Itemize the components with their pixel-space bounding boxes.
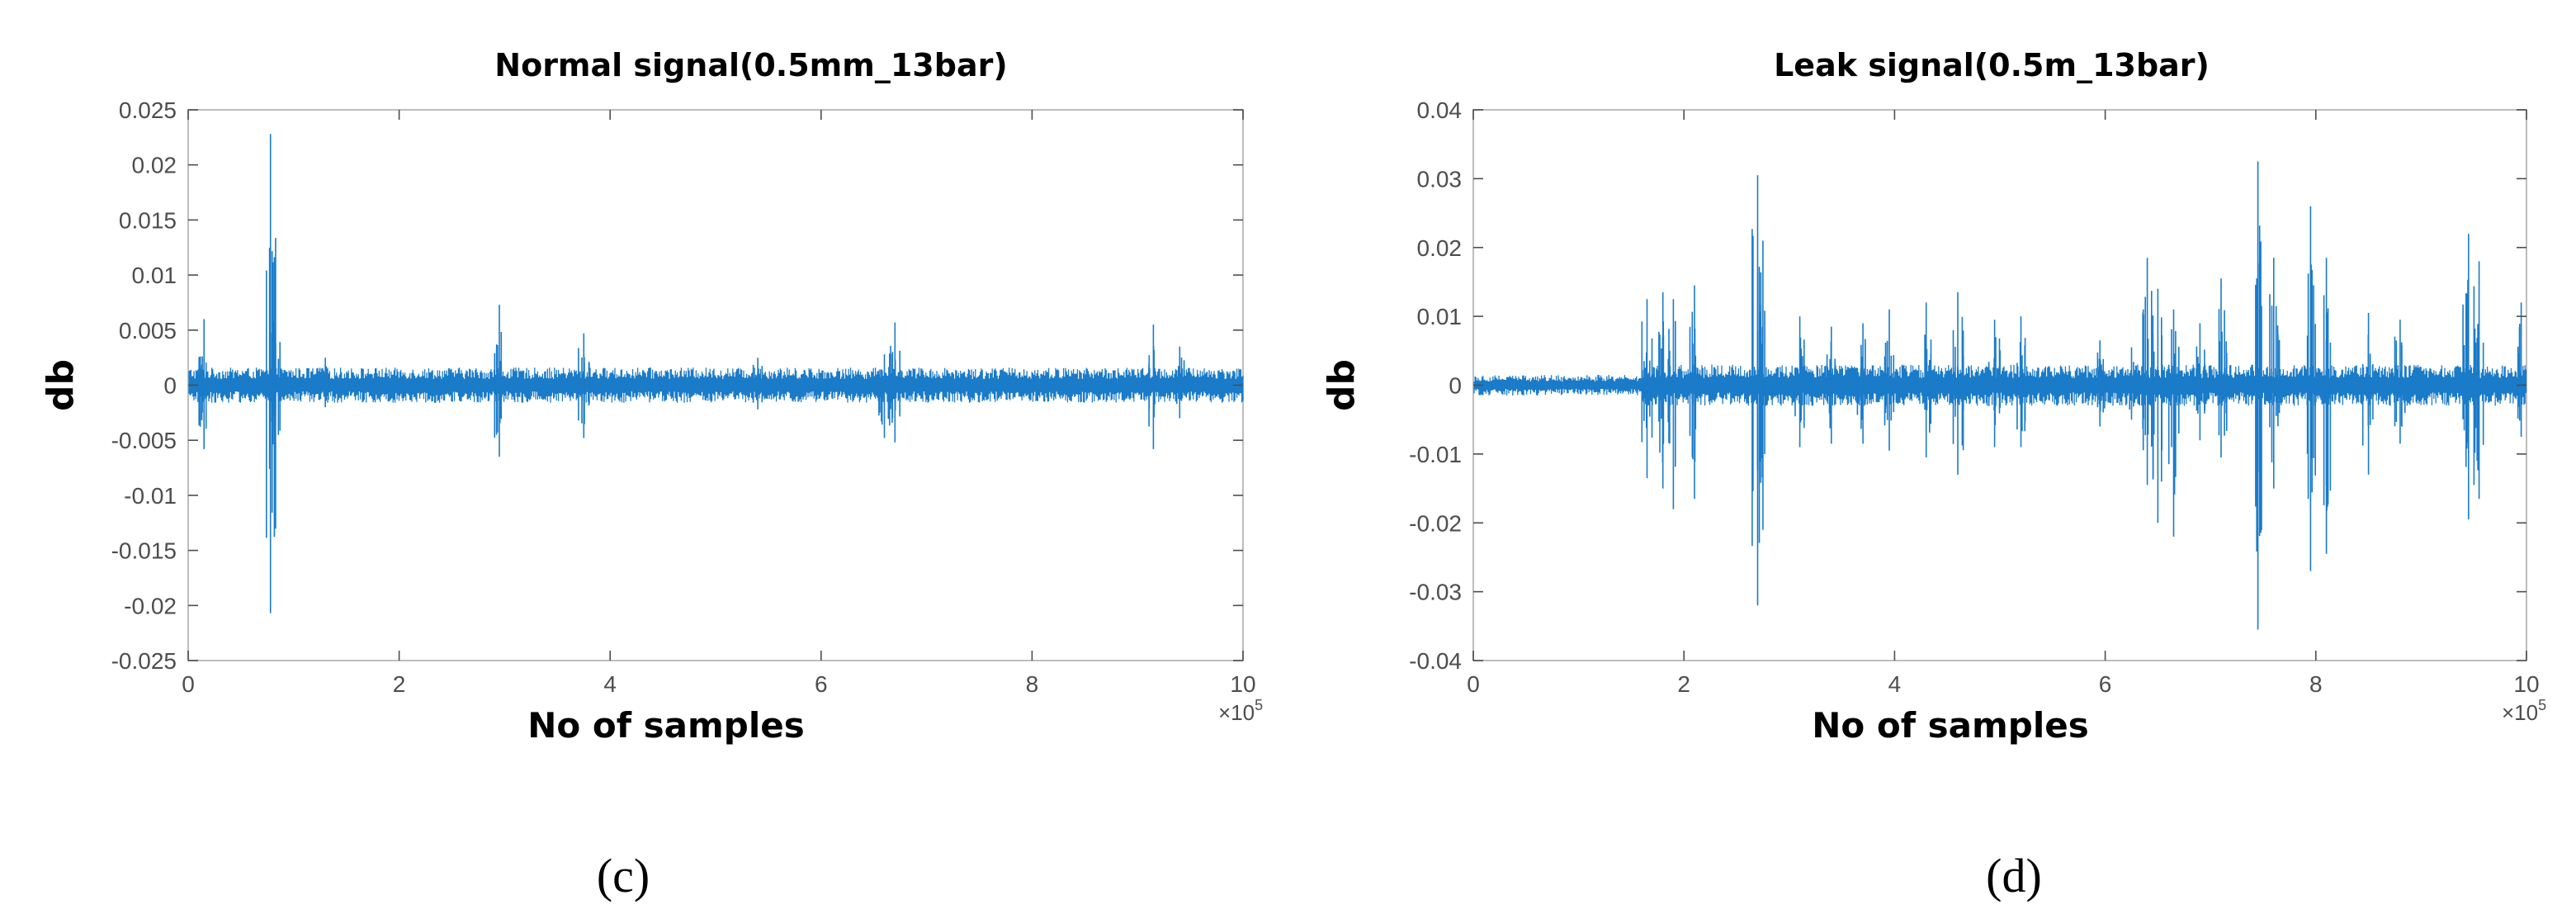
signal-spike [2152,288,2162,523]
signal-spike [2517,302,2522,437]
x-tick-label: 2 [1677,671,1690,697]
signal-spike [2462,234,2475,520]
signal-series [1473,161,2527,630]
x-tick-label: 0 [182,671,195,697]
signal-spike [319,358,329,408]
x-axis-multiplier: ×105 [2502,697,2546,725]
signal-spike [878,354,890,438]
signal-spike [1641,299,1653,479]
x-axis-multiplier-exponent: 5 [2538,697,2546,713]
signal-spike [1148,324,1156,449]
signal-spike [1884,309,1895,451]
signal-spike [2474,261,2484,500]
y-tick-label: 0.01 [132,263,177,288]
x-axis-label: No of samples [1812,705,2088,746]
y-tick-label: -0.02 [1409,510,1462,536]
y-tick-label: 0.02 [132,153,177,178]
signal-spike [2361,313,2374,475]
y-tick-label: 0.005 [119,318,177,343]
signal-spike [2255,161,2262,630]
signal-spike [2218,278,2228,457]
signal-spike [1756,240,1765,530]
signal-spike [1988,320,2001,448]
signal-spike [2016,316,2026,448]
signal-spike [1856,323,1866,444]
x-tick-label: 10 [2513,671,2539,697]
signal-spike [2196,323,2206,441]
y-tick-label: -0.03 [1409,580,1462,605]
y-tick-label: 0.025 [119,97,177,123]
signal-spike [1658,291,1665,489]
signal-spike [2129,347,2137,420]
y-tick-label: 0.01 [1417,304,1463,329]
y-tick-label: -0.025 [111,648,177,674]
y-axis-label: db [1321,359,1363,411]
signal-spike [752,358,763,410]
x-tick-label: 2 [393,671,406,697]
signal-spike [1952,291,1964,475]
x-tick-label: 0 [1467,671,1480,697]
panel-label: (d) [1986,849,2042,902]
x-axis-label: No of samples [527,705,804,746]
y-tick-label: 0.02 [1417,235,1463,261]
y-axis-label: db [40,359,82,411]
signal-spike [1794,316,1805,448]
y-tick-label: 0.03 [1417,166,1463,192]
y-tick-label: -0.005 [111,428,177,453]
chart-normal-signal: 0 2 4 6 8 10 0.025 0.02 0.015 0.01 0.005 0 -0.005 -0.… [40,47,1263,902]
signal-spike [578,333,590,438]
signal-spike [2306,206,2316,571]
signal-spike [1689,285,1697,500]
y-tick-label: 0.04 [1417,97,1463,123]
signal-spike [2323,258,2332,554]
chart-leak-signal: 0 2 4 6 8 10 0.04 0.03 0.02 0.01 0 -0.01 -0.02 -0.03 -… [1321,47,2546,902]
y-tick-label: 0 [163,373,177,399]
x-tick-label: 4 [1888,671,1902,697]
x-tick-label: 6 [2099,671,2112,697]
x-tick-label: 6 [815,671,828,697]
signal-spike [1667,299,1676,509]
signal-spike [889,322,900,443]
y-tick-label: -0.015 [111,538,177,564]
signal-spike [2269,258,2281,489]
y-tick-label: -0.04 [1409,648,1462,674]
x-tick-label: 8 [2309,671,2323,697]
signal-spike [2096,340,2106,427]
signal-spike [2167,309,2180,537]
x-tick-label: 10 [1230,671,1255,697]
signal-spike [271,291,281,462]
y-tick-label: 0.015 [119,207,177,233]
signal-spike [1175,346,1185,419]
signal-baseline-noise [188,367,1244,403]
x-tick-label: 8 [1026,671,1039,697]
x-axis-multiplier-exponent: 5 [1255,697,1263,713]
signal-spike [1826,326,1836,444]
y-tick-label: -0.02 [124,593,177,618]
signal-spike [2394,320,2406,444]
signal-series [188,134,1244,613]
signal-spike [2142,258,2153,486]
y-tick-label: -0.01 [1409,442,1462,467]
y-tick-label: 0 [1449,373,1462,399]
x-tick-label: 4 [603,671,617,697]
signal-spike [198,319,207,449]
chart-title: Leak signal(0.5m_13bar) [1774,47,2210,83]
signal-spike [494,305,503,457]
chart-title: Normal signal(0.5mm_13bar) [494,47,1007,83]
signal-spike [1924,302,1932,457]
y-tick-label: -0.01 [124,483,177,509]
x-axis-multiplier: ×105 [1218,697,1263,725]
panel-label: (c) [597,849,650,902]
